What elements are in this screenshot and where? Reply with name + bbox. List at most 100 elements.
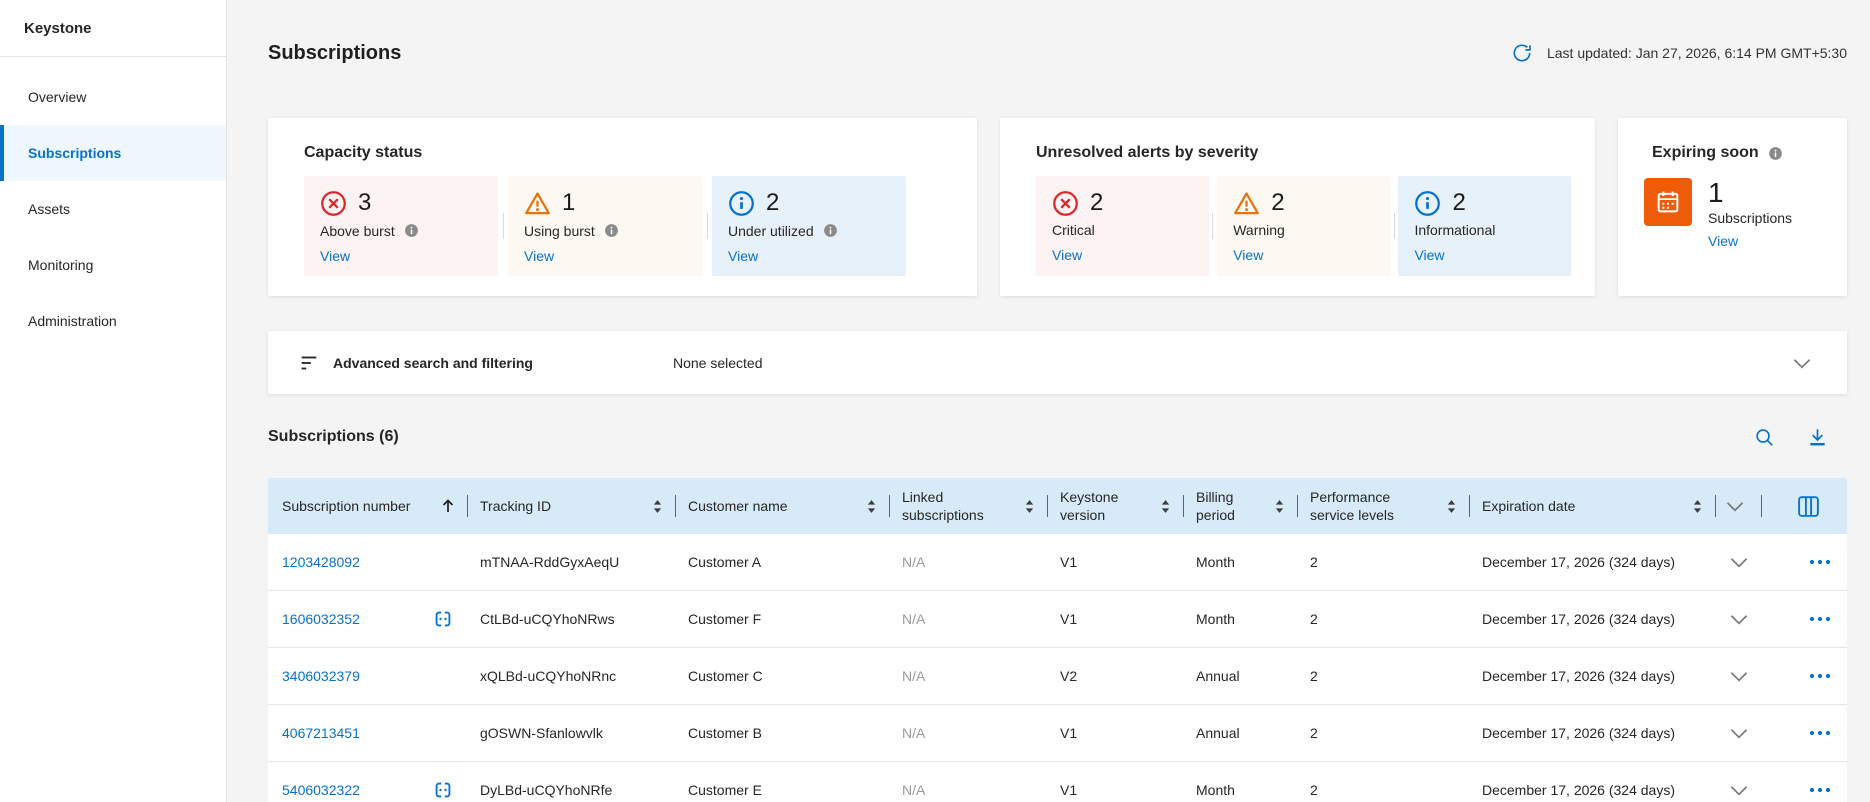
linked-subscriptions-cell: N/A — [902, 668, 926, 684]
capacity-status-title: Capacity status — [304, 144, 423, 161]
sidebar-item-assets[interactable]: Assets — [0, 181, 226, 237]
column-header-keystone-version[interactable]: Keystone version — [1048, 478, 1184, 534]
column-header-billing-period[interactable]: Billing period — [1184, 478, 1298, 534]
view-link[interactable]: View — [1233, 247, 1264, 263]
tracking-id-cell: xQLBd-uCQYhoNRnc — [480, 668, 617, 684]
chevron-down-icon[interactable] — [1789, 350, 1815, 376]
capacity-tile-using-burst: 1 Using burst View — [508, 176, 702, 276]
warning-icon — [524, 190, 551, 217]
sidebar-item-administration[interactable]: Administration — [0, 293, 226, 349]
column-header-linked-subscriptions[interactable]: Linked subscriptions — [890, 478, 1048, 534]
sort-icon[interactable] — [1274, 499, 1285, 514]
row-more-actions-icon[interactable] — [1808, 786, 1832, 794]
sidebar-item-overview[interactable]: Overview — [0, 69, 226, 125]
sort-icon[interactable] — [1160, 499, 1171, 514]
column-header-expiration-date[interactable]: Expiration date — [1470, 478, 1716, 534]
column-header-performance-service-levels[interactable]: Performance service levels — [1298, 478, 1470, 534]
column-header-tracking-id[interactable]: Tracking ID — [468, 478, 676, 534]
column-divider — [889, 495, 890, 517]
row-expand-chevron-icon[interactable] — [1726, 606, 1752, 632]
view-link[interactable]: View — [728, 248, 759, 264]
advanced-search-label: Advanced search and filtering — [333, 354, 533, 371]
unresolved-alerts-title: Unresolved alerts by severity — [1036, 144, 1259, 161]
row-expand-chevron-icon[interactable] — [1726, 549, 1752, 575]
advanced-search-bar[interactable]: Advanced search and filtering None selec… — [268, 331, 1847, 394]
main-content: Subscriptions Last updated: Jan 27, 2026… — [227, 0, 1870, 802]
sort-icon[interactable] — [1024, 499, 1035, 514]
info-icon[interactable] — [1767, 145, 1784, 162]
keystone-version-cell: V1 — [1060, 611, 1078, 627]
table-title-row: Subscriptions (6) — [268, 414, 1847, 460]
subscription-number-link[interactable]: 1203428092 — [282, 554, 360, 570]
table-row: 1606032352 CtLBd-uCQYhoNRws Customer F N… — [268, 591, 1847, 648]
last-updated-text: Last updated: Jan 27, 2026, 6:14 PM GMT+… — [1546, 45, 1847, 61]
subscription-number-link[interactable]: 5406032322 — [282, 782, 360, 798]
view-link[interactable]: View — [320, 248, 351, 264]
capacity-status-card: Capacity status 3 Above burst View — [268, 118, 977, 296]
table-row: 5406032322 DyLBd-uCQYhoNRfe Customer E N… — [268, 762, 1847, 802]
sidebar: Keystone Overview Subscriptions Assets M… — [0, 0, 227, 802]
customer-name-cell: Customer F — [688, 611, 762, 627]
tile-divider — [702, 176, 712, 276]
linked-subscriptions-cell: N/A — [902, 554, 926, 570]
row-expand-chevron-icon[interactable] — [1726, 720, 1752, 746]
sidebar-nav: Overview Subscriptions Assets Monitoring… — [0, 57, 226, 349]
last-updated: Last updated: Jan 27, 2026, 6:14 PM GMT+… — [1511, 42, 1847, 64]
sort-icon[interactable] — [652, 499, 663, 514]
tile-count: 2 — [1271, 189, 1285, 216]
chevron-down-icon[interactable] — [1722, 493, 1748, 519]
column-divider — [1761, 495, 1762, 517]
sort-icon[interactable] — [1692, 499, 1703, 514]
unresolved-alerts-card: Unresolved alerts by severity 2 Critical… — [1000, 118, 1595, 296]
filter-icon — [298, 352, 320, 374]
column-header-subscription-number[interactable]: Subscription number — [268, 478, 468, 534]
alert-tile-informational: 2 Informational View — [1398, 176, 1571, 276]
customer-name-cell: Customer C — [688, 668, 763, 684]
column-divider — [1047, 495, 1048, 517]
tile-divider — [1390, 176, 1399, 276]
sort-ascending-icon[interactable] — [441, 498, 455, 514]
subscription-number-link[interactable]: 1606032352 — [282, 611, 360, 627]
keystone-version-cell: V1 — [1060, 782, 1078, 798]
tracking-id-cell: CtLBd-uCQYhoNRws — [480, 611, 615, 627]
expiration-date-cell: December 17, 2026 (324 days) — [1482, 725, 1675, 741]
sidebar-item-subscriptions[interactable]: Subscriptions — [0, 125, 226, 181]
columns-icon[interactable] — [1796, 494, 1821, 519]
tile-count: 1 — [562, 189, 576, 216]
critical-icon — [1052, 190, 1079, 217]
linked-subscriptions-cell: N/A — [902, 725, 926, 741]
tile-divider — [1209, 176, 1218, 276]
row-more-actions-icon[interactable] — [1808, 558, 1832, 566]
search-icon[interactable] — [1753, 426, 1776, 449]
view-link[interactable]: View — [524, 248, 555, 264]
expiring-soon-body: 1 Subscriptions View — [1644, 178, 1823, 251]
row-more-actions-icon[interactable] — [1808, 672, 1832, 680]
info-icon[interactable] — [403, 222, 420, 239]
subscription-number-link[interactable]: 4067213451 — [282, 725, 360, 741]
info-icon[interactable] — [822, 222, 839, 239]
page-title: Subscriptions — [268, 41, 402, 64]
sidebar-item-monitoring[interactable]: Monitoring — [0, 237, 226, 293]
tracking-id-cell: DyLBd-uCQYhoNRfe — [480, 782, 613, 798]
info-icon[interactable] — [603, 222, 620, 239]
row-expand-chevron-icon[interactable] — [1726, 777, 1752, 802]
view-link[interactable]: View — [1708, 233, 1739, 249]
billing-period-cell: Annual — [1196, 668, 1240, 684]
linked-subscription-icon — [432, 779, 454, 801]
row-more-actions-icon[interactable] — [1808, 615, 1832, 623]
tile-label: Warning — [1233, 222, 1285, 238]
view-link[interactable]: View — [1052, 247, 1083, 263]
subscription-number-link[interactable]: 3406032379 — [282, 668, 360, 684]
refresh-icon[interactable] — [1511, 42, 1533, 64]
sidebar-item-label: Monitoring — [28, 257, 94, 273]
row-expand-chevron-icon[interactable] — [1726, 663, 1752, 689]
sort-icon[interactable] — [866, 499, 877, 514]
column-divider — [1183, 495, 1184, 517]
view-link[interactable]: View — [1414, 247, 1445, 263]
sort-icon[interactable] — [1446, 499, 1457, 514]
download-icon[interactable] — [1806, 426, 1829, 449]
keystone-version-cell: V1 — [1060, 554, 1078, 570]
column-header-customer-name[interactable]: Customer name — [676, 478, 890, 534]
column-divider — [1469, 495, 1470, 517]
row-more-actions-icon[interactable] — [1808, 729, 1832, 737]
